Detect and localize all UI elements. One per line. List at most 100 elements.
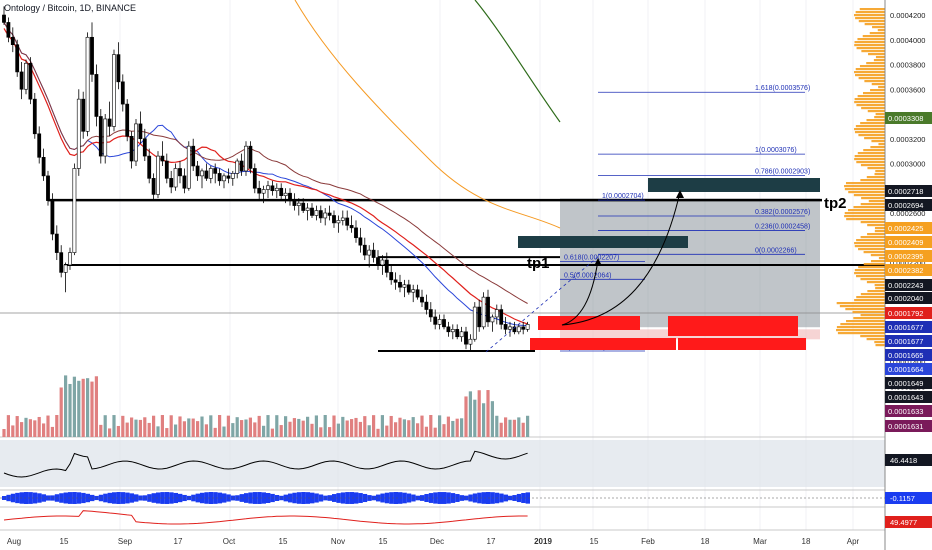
volume-bar	[178, 416, 182, 437]
profile-bar	[853, 317, 885, 320]
volume-bar	[187, 418, 191, 437]
candle-body	[433, 316, 438, 325]
price-tag	[885, 199, 932, 211]
candle-body	[204, 170, 209, 179]
volume-bar	[253, 422, 257, 437]
volume-bar	[394, 422, 398, 437]
tp1-label: tp1	[527, 255, 550, 272]
profile-bar	[860, 203, 885, 206]
macd-bar	[376, 494, 381, 502]
volume-bar	[112, 415, 116, 437]
profile-bar	[871, 83, 885, 86]
volume-bar	[108, 428, 112, 437]
macd-bar	[424, 493, 429, 503]
macd-bar	[208, 492, 214, 504]
candle-body	[54, 233, 59, 253]
red-stop-box	[530, 338, 676, 350]
candle-body	[450, 329, 455, 333]
volume-bar	[323, 415, 327, 437]
macd-bar	[508, 495, 513, 501]
volume-bar	[15, 416, 19, 437]
profile-bar	[856, 104, 885, 107]
profile-bar	[844, 188, 885, 191]
x-tick-label: 15	[590, 537, 599, 546]
macd-bar	[37, 493, 42, 503]
macd-bar	[173, 492, 178, 504]
candle-body	[147, 155, 152, 179]
price-tag-label: 0.0001649	[888, 379, 923, 388]
profile-bar	[878, 86, 885, 89]
macd-bar	[336, 493, 341, 503]
candle-body	[490, 316, 495, 323]
macd-bar	[389, 492, 394, 504]
price-tag	[885, 377, 932, 389]
x-tick-label: Sep	[118, 537, 133, 546]
profile-bar	[836, 302, 885, 305]
volume-bar	[20, 422, 24, 437]
candle-body	[191, 145, 196, 167]
volume-bar	[218, 415, 222, 437]
profile-bar	[854, 98, 885, 101]
macd-bar	[129, 493, 134, 503]
volume-bar	[504, 417, 508, 437]
candle-body	[415, 289, 420, 298]
profile-bar	[855, 125, 885, 128]
x-tick-label: 17	[174, 537, 183, 546]
volume-bar	[332, 415, 336, 437]
volume-bar	[455, 418, 459, 437]
x-tick-label: Dec	[430, 537, 444, 546]
x-tick-label: 15	[379, 537, 388, 546]
candle-body	[72, 168, 77, 253]
volume-bar	[420, 415, 424, 437]
macd-bar	[244, 493, 249, 503]
volume-bar	[482, 403, 486, 437]
candle-body	[32, 98, 37, 135]
volume-bar	[86, 378, 90, 437]
fib-label: 0.786(0.0002903)	[755, 169, 810, 176]
volume-bar	[222, 426, 226, 437]
candle-body	[459, 331, 464, 338]
volume-bar	[103, 415, 107, 437]
candle-body	[521, 326, 526, 330]
macd-bar	[248, 492, 253, 504]
macd-bar	[116, 492, 121, 504]
profile-bar	[864, 80, 885, 83]
x-tick-label: Nov	[331, 537, 345, 546]
profile-bar	[862, 92, 885, 95]
candle-body	[279, 187, 284, 196]
volume-bar	[50, 426, 54, 437]
profile-bar	[845, 308, 885, 311]
candle-body	[516, 326, 521, 333]
profile-bar	[878, 143, 885, 146]
candle-body	[222, 175, 226, 182]
profile-bar	[860, 293, 885, 296]
profile-bar	[874, 284, 885, 287]
profile-bar	[855, 68, 885, 71]
price-tag-label: 0.0001677	[888, 323, 923, 332]
price-tag-label: 0.0002409	[888, 238, 923, 247]
candle-body	[59, 252, 64, 273]
profile-bar	[869, 32, 885, 35]
profile-bar	[860, 278, 885, 281]
profile-bar	[854, 269, 885, 272]
macd-bar	[468, 494, 473, 502]
volume-bar	[204, 424, 208, 437]
macd-bar	[349, 492, 354, 504]
profile-bar	[870, 146, 885, 149]
profile-bar	[858, 266, 885, 269]
candle-body	[2, 14, 6, 23]
x-tick-label: 2019	[534, 537, 552, 546]
volume-bar	[358, 421, 362, 437]
profile-bar	[874, 341, 885, 344]
price-tag	[885, 391, 932, 403]
profile-bar	[868, 200, 885, 203]
price-tag	[885, 363, 932, 375]
volume-bar	[468, 391, 472, 437]
profile-bar	[840, 323, 885, 326]
annotations: tp1 tp2	[485, 178, 847, 353]
profile-bar	[860, 236, 885, 239]
price-tag	[885, 112, 932, 124]
price-tag-label: 0.0002425	[888, 224, 923, 233]
macd-bar	[204, 492, 209, 504]
